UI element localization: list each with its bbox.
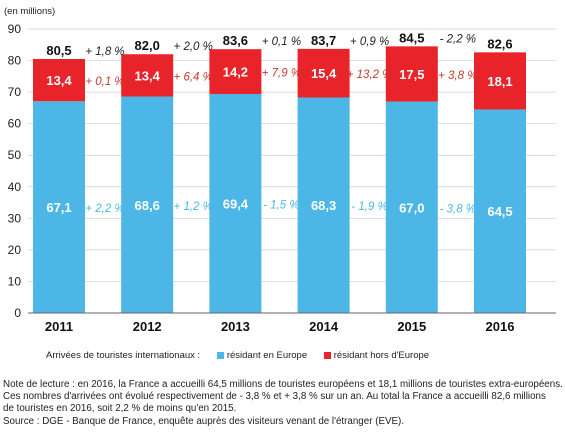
growth-label-total: + 0,1 %: [262, 36, 301, 48]
bar-europe: [385, 101, 438, 313]
y-tick-label: 70: [8, 85, 22, 99]
legend-item-europe: résidant en Europe: [226, 350, 308, 361]
bar-non-europe: [474, 52, 526, 110]
bar-non-europe: [209, 49, 262, 95]
growth-label-total: - 2,2 %: [440, 33, 476, 45]
y-tick-label: 80: [8, 54, 22, 68]
bar-non-europe: [121, 54, 174, 97]
y-tick-label: 50: [8, 148, 22, 162]
x-tick-label: 2012: [133, 319, 162, 334]
y-tick-label: 10: [8, 274, 22, 288]
growth-label-total: + 0,9 %: [350, 36, 389, 48]
data-label-total: 80,5: [46, 43, 71, 58]
growth-label-non-europe: + 3,8 %: [438, 70, 477, 82]
growth-label-europe: - 3,8 %: [440, 203, 476, 215]
y-tick-label: 0: [14, 306, 21, 320]
growth-label-total: + 1,8 %: [85, 46, 124, 58]
unit-label: (en millions): [4, 6, 55, 17]
bar-europe: [33, 101, 85, 313]
data-label-total: 84,5: [399, 30, 424, 45]
data-labels: 67,1 13,4 80,5 + 2,2 % + 0,1 % + 1,8 % 68,6 13,…: [46, 30, 512, 219]
data-label-europe: 64,5: [487, 204, 512, 219]
legend: Arrivées de touristes internationaux : r…: [46, 350, 443, 361]
data-label-europe: 68,6: [135, 198, 160, 213]
bar-europe: [121, 96, 174, 313]
source-line: Source : DGE - Banque de France, enquête…: [3, 415, 405, 427]
data-label-total: 82,6: [487, 36, 512, 51]
y-tick-label: 60: [8, 117, 22, 131]
x-tick-label: 2013: [221, 319, 250, 334]
data-label-non-europe: 15,4: [311, 66, 337, 81]
growth-label-non-europe: + 0,1 %: [85, 76, 124, 88]
x-axis-ticks: 2011 2012 2013 2014 2015 2016: [45, 319, 515, 334]
y-tick-label: 30: [8, 211, 22, 225]
y-tick-label: 40: [8, 180, 22, 194]
x-tick-label: 2014: [309, 319, 339, 334]
growth-label-total: + 2,0 %: [174, 41, 213, 53]
y-tick-label: 20: [8, 243, 22, 257]
data-label-non-europe: 14,2: [223, 65, 248, 80]
gridlines: [28, 28, 556, 282]
growth-label-non-europe: + 7,9 %: [262, 68, 301, 80]
bar-europe: [297, 97, 350, 313]
data-label-europe: 67,0: [399, 200, 424, 215]
bars: [33, 46, 526, 313]
y-tick-label: 90: [8, 22, 22, 36]
growth-label-non-europe: + 6,4 %: [174, 71, 213, 83]
legend-item-non-europe: résidant hors d'Europe: [333, 350, 430, 361]
note-line: Ces nombres d'arrivées ont évolué respec…: [3, 391, 546, 403]
data-label-europe: 69,4: [223, 197, 249, 212]
data-label-non-europe: 13,4: [135, 68, 161, 83]
legend-swatch-non-europe: [323, 351, 331, 359]
legend-lead: Arrivées de touristes internationaux :: [46, 350, 201, 361]
legend-swatch-europe: [216, 351, 224, 359]
data-label-total: 83,6: [223, 33, 248, 48]
data-label-non-europe: 17,5: [399, 67, 424, 82]
bar-europe: [474, 109, 526, 313]
x-tick-label: 2016: [486, 319, 515, 334]
y-axis-ticks: 0 10 20 30 40 50 60 70 80 90: [8, 22, 22, 320]
data-label-europe: 68,3: [311, 198, 336, 213]
stacked-bar-chart: (en millions) 0 10 20 30 40 50 60 70 80 90 67,1 13…: [4, 6, 556, 334]
x-tick-label: 2011: [45, 319, 73, 334]
data-label-europe: 67,1: [46, 200, 71, 215]
data-label-non-europe: 18,1: [487, 74, 512, 89]
note-line: Note de lecture : en 2016, la France a a…: [3, 379, 563, 390]
bar-non-europe: [33, 58, 85, 102]
growth-label-europe: + 1,2 %: [174, 201, 213, 213]
data-label-non-europe: 13,4: [46, 73, 72, 88]
data-label-total: 83,7: [311, 33, 336, 48]
x-tick-label: 2015: [397, 319, 426, 334]
growth-label-non-europe: + 13,2 %: [347, 69, 393, 81]
bar-non-europe: [385, 46, 438, 102]
data-label-total: 82,0: [135, 38, 160, 53]
growth-label-europe: - 1,9 %: [351, 201, 387, 213]
growth-label-europe: - 1,5 %: [263, 200, 299, 212]
growth-label-europe: + 2,2 %: [85, 203, 124, 215]
bar-non-europe: [297, 48, 350, 98]
note-line: de touristes en 2016, soit 2,2 % de moin…: [3, 403, 237, 415]
notes: Note de lecture : en 2016, la France a a…: [3, 379, 563, 428]
bar-europe: [209, 94, 262, 313]
